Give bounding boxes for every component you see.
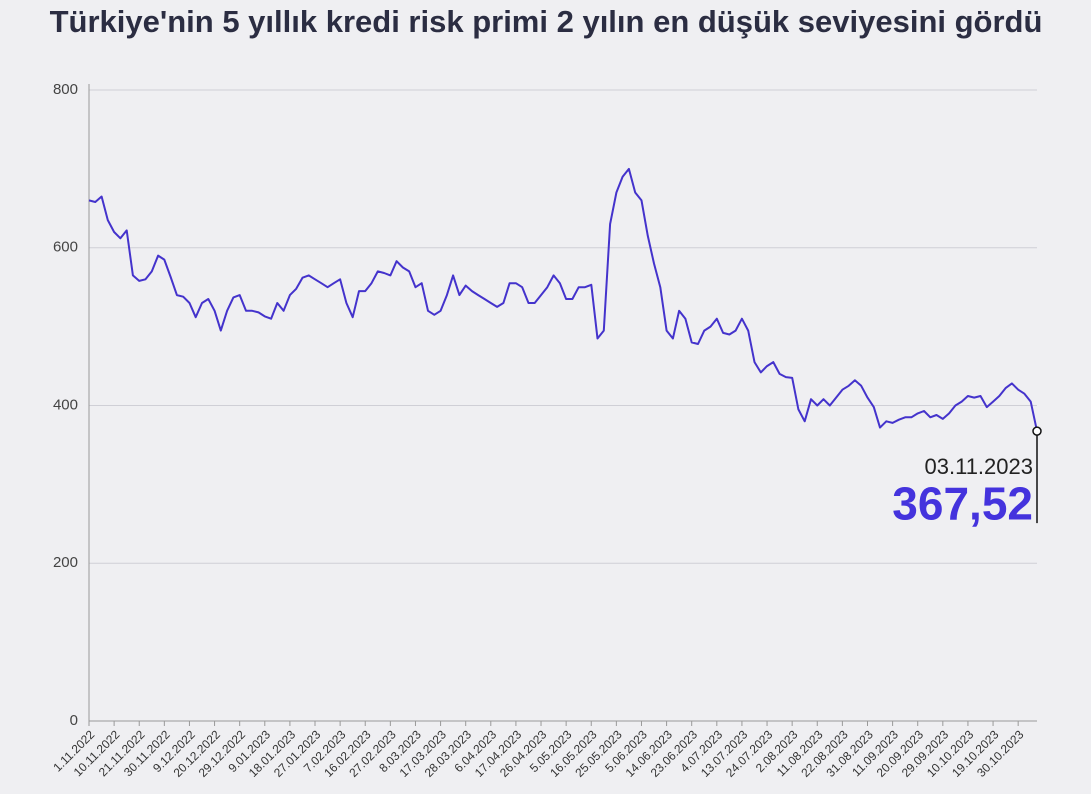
y-tick-label: 0: [70, 712, 78, 729]
annotation-date: 03.11.2023: [925, 454, 1033, 479]
data-line: [88, 167, 1038, 432]
y-tick-label: 200: [53, 554, 78, 571]
chart-title: Türkiye'nin 5 yıllık kredi risk primi 2 …: [50, 4, 1043, 39]
y-tick-label: 400: [53, 396, 78, 413]
y-tick-label: 600: [53, 239, 78, 256]
y-tick-label: 800: [53, 81, 78, 98]
last-point: [1032, 426, 1042, 436]
value-label: 367,52: [892, 477, 1033, 529]
